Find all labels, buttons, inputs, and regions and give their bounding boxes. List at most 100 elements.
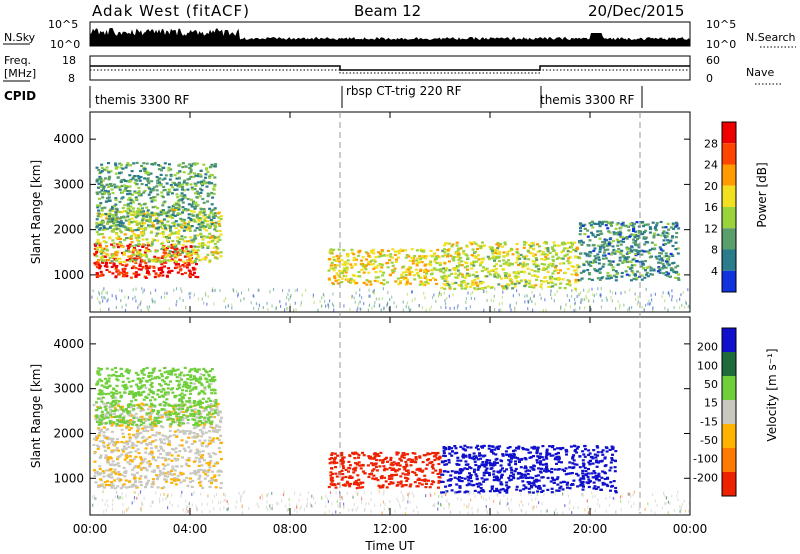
scatter-cell <box>128 245 131 248</box>
scatter-cell <box>176 454 180 457</box>
scatter-cell <box>645 303 647 307</box>
scatter-cell <box>605 277 609 280</box>
scatter-cell <box>605 244 609 248</box>
colorbar-tick-label: 16 <box>704 201 718 214</box>
scatter-cell <box>286 307 288 311</box>
scatter-cell <box>189 245 193 249</box>
scatter-cell <box>397 252 401 255</box>
scatter-cell <box>152 469 156 472</box>
scatter-cell <box>128 243 132 246</box>
scatter-cell <box>187 459 191 462</box>
scatter-cell <box>354 263 358 266</box>
scatter-cell <box>155 175 159 179</box>
scatter-cell <box>176 213 180 216</box>
scatter-cell <box>164 478 168 481</box>
scatter-cell <box>578 233 582 236</box>
scatter-cell <box>147 182 151 185</box>
scatter-cell <box>193 293 195 297</box>
cpid-label: CPID <box>4 89 36 103</box>
scatter-cell <box>95 414 99 417</box>
scatter-cell <box>174 220 178 223</box>
scatter-cell <box>121 432 125 435</box>
scatter-cell <box>333 304 335 308</box>
scatter-cell <box>162 486 166 489</box>
scatter-cell <box>204 421 208 424</box>
scatter-cell <box>190 291 192 295</box>
scatter-cell <box>425 463 429 466</box>
scatter-cell <box>202 459 206 462</box>
scatter-cell <box>213 389 217 392</box>
scatter-cell <box>517 282 521 285</box>
scatter-cell <box>658 269 662 272</box>
scatter-cell <box>97 393 101 396</box>
scatter-cell <box>569 250 573 254</box>
scatter-cell <box>155 431 159 434</box>
scatter-cell <box>387 291 389 295</box>
scatter-cell <box>140 183 144 186</box>
scatter-cell <box>105 456 109 459</box>
scatter-cell <box>386 266 390 269</box>
scatter-cell <box>437 294 440 298</box>
scatter-cell <box>414 268 418 271</box>
scatter-cell <box>381 297 383 300</box>
scatter-cell <box>192 415 196 418</box>
scatter-cell <box>97 228 101 231</box>
scatter-cell <box>418 304 420 308</box>
scatter-cell <box>140 467 143 470</box>
scatter-cell <box>391 264 395 267</box>
scatter-cell <box>159 261 163 264</box>
scatter-cell <box>177 206 181 209</box>
scatter-cell <box>655 222 659 225</box>
scatter-cell <box>137 268 141 271</box>
scatter-cell <box>529 245 533 248</box>
scatter-cell <box>469 262 473 265</box>
scatter-cell <box>344 475 348 479</box>
scatter-cell <box>106 222 109 225</box>
scatter-cell <box>212 237 216 240</box>
scatter-cell <box>157 168 161 171</box>
scatter-cell <box>117 400 121 403</box>
scatter-cell <box>210 203 214 206</box>
scatter-cell <box>129 205 133 208</box>
scatter-cell <box>517 264 520 267</box>
scatter-cell <box>196 246 200 249</box>
scatter-cell <box>99 274 103 277</box>
scatter-cell <box>145 442 149 446</box>
scatter-cell <box>104 407 108 410</box>
scatter-cell <box>506 253 510 256</box>
scatter-cell <box>185 228 189 231</box>
scatter-cell <box>111 254 115 257</box>
scatter-cell <box>102 472 106 475</box>
scatter-cell <box>101 261 105 264</box>
scatter-cell <box>177 229 181 232</box>
scatter-cell <box>189 250 193 253</box>
scatter-cell <box>457 261 461 264</box>
scatter-cell <box>104 200 108 203</box>
scatter-cell <box>117 242 121 245</box>
scatter-cell <box>614 279 618 282</box>
scatter-cell <box>194 456 198 459</box>
scatter-cell <box>597 244 601 247</box>
scatter-cell <box>144 419 148 422</box>
scatter-cell <box>664 226 668 229</box>
scatter-cell <box>233 289 235 293</box>
scatter-cell <box>139 380 143 383</box>
scatter-cell <box>185 182 189 185</box>
scatter-cell <box>116 409 119 412</box>
scatter-cell <box>191 479 195 483</box>
scatter-cell <box>120 184 124 188</box>
scatter-cell <box>661 262 665 265</box>
scatter-cell <box>121 419 125 422</box>
scatter-cell <box>523 243 527 246</box>
scatter-cell <box>378 263 382 266</box>
scatter-cell <box>223 299 225 303</box>
scatter-cell <box>177 242 181 245</box>
scatter-cell <box>364 265 367 268</box>
scatter-cell <box>671 295 673 299</box>
scatter-cell <box>385 262 389 265</box>
scatter-cell <box>160 415 164 419</box>
scatter-cell <box>149 413 153 416</box>
scatter-cell <box>177 384 181 387</box>
scatter-cell <box>620 249 624 252</box>
scatter-cell <box>159 184 163 187</box>
